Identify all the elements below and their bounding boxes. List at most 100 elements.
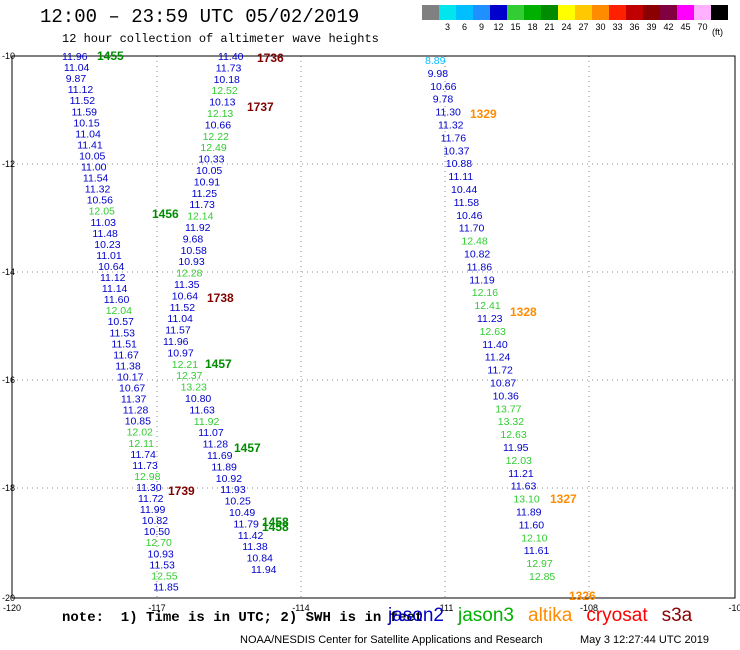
legend-swatch: 6 bbox=[456, 5, 473, 32]
swh-value: 11.12 bbox=[68, 84, 94, 96]
swh-value: 11.86 bbox=[467, 261, 493, 273]
swh-value: 11.19 bbox=[469, 274, 495, 286]
legend-swatch: 27 bbox=[575, 5, 592, 32]
swh-value: 10.93 bbox=[178, 256, 204, 268]
swh-value: 12.28 bbox=[176, 268, 202, 280]
legend-label: 70 bbox=[697, 22, 708, 32]
legend-swatch: 24 bbox=[558, 5, 575, 32]
swh-value: 12.04 bbox=[106, 305, 132, 317]
pass-time-label: 1458 bbox=[262, 520, 289, 534]
page-title: 12:00 – 23:59 UTC 05/02/2019 bbox=[40, 6, 360, 28]
legend-label: 9 bbox=[478, 22, 484, 32]
swh-value: 12.85 bbox=[529, 571, 555, 583]
swh-value: 11.37 bbox=[121, 394, 147, 406]
swh-value: 10.97 bbox=[167, 347, 193, 359]
swh-value: 12.98 bbox=[134, 471, 160, 483]
satellite-jason3: jason3 bbox=[458, 605, 514, 626]
swh-value: 12.21 bbox=[172, 359, 198, 371]
legend-label: 42 bbox=[663, 22, 674, 32]
swh-value: 11.69 bbox=[207, 450, 233, 462]
legend-swatch: 12 bbox=[490, 5, 507, 32]
swh-value: 10.46 bbox=[456, 210, 482, 222]
swh-value: 13.32 bbox=[498, 416, 524, 428]
legend-label: 21 bbox=[544, 22, 555, 32]
pass-time-label: 1328 bbox=[510, 305, 537, 319]
swh-value: 11.79 bbox=[233, 518, 259, 530]
swh-value: 10.84 bbox=[247, 553, 273, 565]
legend-swatch: 33 bbox=[609, 5, 626, 32]
swh-value: 11.32 bbox=[438, 120, 464, 132]
legend-unit: (ft) bbox=[712, 27, 723, 37]
swh-value: 11.73 bbox=[132, 460, 158, 472]
swh-value: 10.67 bbox=[119, 383, 145, 395]
lon-tick-label: -108 bbox=[580, 603, 598, 613]
swh-value: 11.24 bbox=[485, 352, 511, 364]
swh-value: 10.50 bbox=[144, 526, 170, 538]
lon-tick-label: -114 bbox=[292, 603, 309, 613]
swh-value: 11.30 bbox=[435, 107, 461, 119]
swh-value: 10.56 bbox=[87, 195, 113, 207]
pass-time-label: 1457 bbox=[234, 441, 261, 455]
swh-value: 9.87 bbox=[66, 73, 87, 85]
swh-value: 11.04 bbox=[64, 62, 90, 74]
swh-value: 11.63 bbox=[511, 481, 537, 493]
swh-value: 12.97 bbox=[526, 558, 552, 570]
legend-label: 18 bbox=[527, 22, 538, 32]
swh-value: 11.41 bbox=[77, 139, 103, 151]
swh-value: 10.13 bbox=[209, 97, 235, 109]
swh-value: 10.80 bbox=[185, 393, 211, 405]
swh-value: 9.98 bbox=[428, 68, 449, 80]
legend-swatch: 70 bbox=[694, 5, 711, 32]
swh-value: 10.15 bbox=[73, 117, 99, 129]
swh-value: 10.44 bbox=[451, 184, 477, 196]
lat-tick-label: -12 bbox=[2, 159, 15, 169]
swh-value: 12.10 bbox=[521, 532, 547, 544]
swh-value: 11.11 bbox=[448, 171, 473, 183]
swh-value: 11.38 bbox=[242, 541, 268, 553]
swh-value: 11.63 bbox=[189, 404, 215, 416]
swh-value: 11.51 bbox=[111, 338, 137, 350]
satellite-jason2: jason2 bbox=[388, 605, 444, 626]
pass-time-label: 1326 bbox=[569, 589, 596, 603]
swh-value: 11.52 bbox=[70, 95, 96, 107]
legend-label: 24 bbox=[561, 22, 572, 32]
swh-value: 10.66 bbox=[430, 81, 456, 93]
legend-swatch: 30 bbox=[592, 5, 609, 32]
legend-label: 39 bbox=[646, 22, 657, 32]
swh-value: 11.01 bbox=[96, 250, 122, 262]
legend-swatch: 42 bbox=[660, 5, 677, 32]
swh-value: 11.52 bbox=[170, 302, 196, 314]
swh-value: 13.23 bbox=[181, 382, 207, 394]
legend-label: 3 bbox=[444, 22, 450, 32]
legend-swatch: 36 bbox=[626, 5, 643, 32]
swh-value: 11.85 bbox=[153, 581, 179, 593]
swh-value: 10.64 bbox=[98, 261, 124, 273]
swh-value: 10.82 bbox=[142, 515, 168, 527]
satellite-altika: altika bbox=[528, 605, 573, 626]
swh-value: 12.22 bbox=[203, 131, 229, 143]
swh-value: 11.38 bbox=[115, 360, 141, 372]
credit-text: NOAA/NESDIS Center for Satellite Applica… bbox=[240, 634, 543, 646]
legend-label: 36 bbox=[629, 22, 640, 32]
swh-value: 11.12 bbox=[100, 272, 126, 284]
pass-time-label: 1736 bbox=[257, 51, 284, 65]
swh-value: 11.30 bbox=[136, 482, 162, 494]
swh-value: 11.23 bbox=[477, 313, 503, 325]
legend-label: 30 bbox=[595, 22, 606, 32]
swh-value: 12.16 bbox=[472, 287, 498, 299]
pass-time-label: 1457 bbox=[205, 357, 232, 371]
swh-value: 11.67 bbox=[113, 349, 139, 361]
page-subtitle: 12 hour collection of altimeter wave hei… bbox=[62, 32, 379, 46]
swh-value: 12.41 bbox=[474, 300, 500, 312]
legend-swatch: 15 bbox=[507, 5, 524, 32]
swh-value: 10.25 bbox=[225, 496, 251, 508]
swh-value: 12.63 bbox=[480, 326, 506, 338]
swh-value: 12.13 bbox=[207, 108, 233, 120]
swh-value: 11.92 bbox=[194, 416, 220, 428]
swh-value: 10.37 bbox=[443, 145, 469, 157]
lon-tick-label: -120 bbox=[3, 603, 21, 613]
swh-value: 11.40 bbox=[482, 339, 508, 351]
swh-value: 11.57 bbox=[165, 325, 191, 337]
map-frame bbox=[11, 55, 736, 599]
swh-value: 11.35 bbox=[174, 279, 200, 291]
